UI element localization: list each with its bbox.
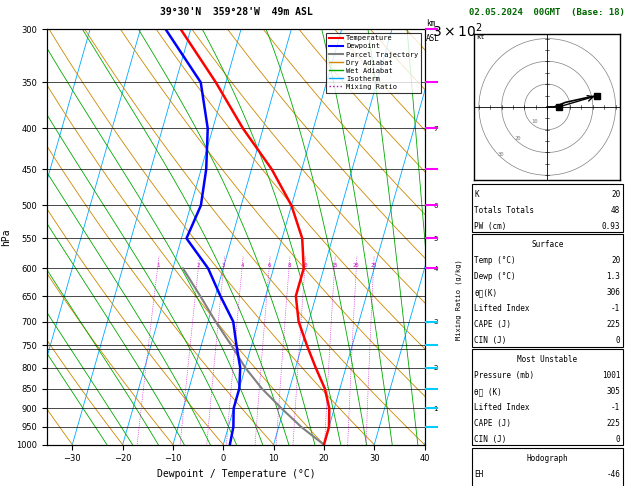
Text: 305: 305 bbox=[606, 387, 620, 396]
Text: Hodograph: Hodograph bbox=[526, 453, 568, 463]
Text: 225: 225 bbox=[606, 320, 620, 330]
Text: km: km bbox=[426, 19, 435, 29]
Text: Lifted Index: Lifted Index bbox=[474, 403, 530, 412]
Text: Temp (°C): Temp (°C) bbox=[474, 256, 516, 265]
Text: 306: 306 bbox=[606, 288, 620, 297]
Text: 20: 20 bbox=[515, 136, 521, 141]
Text: 39°30'N  359°28'W  49m ASL: 39°30'N 359°28'W 49m ASL bbox=[160, 7, 312, 17]
Text: Surface: Surface bbox=[531, 240, 564, 249]
Text: Pressure (mb): Pressure (mb) bbox=[474, 371, 535, 380]
Text: PW (cm): PW (cm) bbox=[474, 222, 506, 231]
Text: CAPE (J): CAPE (J) bbox=[474, 419, 511, 428]
Text: 4: 4 bbox=[240, 263, 243, 268]
Text: 0: 0 bbox=[616, 435, 620, 444]
Text: 8: 8 bbox=[287, 263, 291, 268]
Text: 20: 20 bbox=[353, 263, 360, 268]
Text: © weatheronline.co.uk: © weatheronline.co.uk bbox=[503, 475, 592, 481]
Text: 225: 225 bbox=[606, 419, 620, 428]
Text: K: K bbox=[474, 190, 479, 199]
Text: 3: 3 bbox=[222, 263, 225, 268]
Text: Dewp (°C): Dewp (°C) bbox=[474, 272, 516, 281]
Text: 10: 10 bbox=[301, 263, 308, 268]
Text: 02.05.2024  00GMT  (Base: 18): 02.05.2024 00GMT (Base: 18) bbox=[469, 8, 625, 17]
Text: 0.93: 0.93 bbox=[602, 222, 620, 231]
Text: 20: 20 bbox=[611, 190, 620, 199]
Text: Totals Totals: Totals Totals bbox=[474, 206, 535, 215]
Text: -1: -1 bbox=[611, 304, 620, 313]
Text: 15: 15 bbox=[331, 263, 338, 268]
Legend: Temperature, Dewpoint, Parcel Trajectory, Dry Adiabat, Wet Adiabat, Isotherm, Mi: Temperature, Dewpoint, Parcel Trajectory… bbox=[326, 33, 421, 93]
Text: 2: 2 bbox=[197, 263, 200, 268]
Text: CIN (J): CIN (J) bbox=[474, 336, 506, 346]
Text: 48: 48 bbox=[611, 206, 620, 215]
Text: 1: 1 bbox=[156, 263, 159, 268]
Text: θᴄ(K): θᴄ(K) bbox=[474, 288, 498, 297]
Text: 25: 25 bbox=[370, 263, 377, 268]
Text: 20: 20 bbox=[611, 256, 620, 265]
Y-axis label: hPa: hPa bbox=[1, 228, 11, 246]
Text: -46: -46 bbox=[606, 469, 620, 479]
Text: 30: 30 bbox=[498, 152, 504, 157]
Text: θᴄ (K): θᴄ (K) bbox=[474, 387, 502, 396]
Text: Lifted Index: Lifted Index bbox=[474, 304, 530, 313]
Text: kt: kt bbox=[477, 34, 485, 39]
Text: -1: -1 bbox=[611, 403, 620, 412]
Text: Most Unstable: Most Unstable bbox=[517, 355, 577, 364]
Text: 0: 0 bbox=[616, 336, 620, 346]
Text: CAPE (J): CAPE (J) bbox=[474, 320, 511, 330]
Text: ASL: ASL bbox=[426, 34, 440, 43]
Text: CIN (J): CIN (J) bbox=[474, 435, 506, 444]
Text: 10: 10 bbox=[531, 120, 537, 124]
Text: Mixing Ratio (g/kg): Mixing Ratio (g/kg) bbox=[456, 259, 462, 340]
Text: EH: EH bbox=[474, 469, 484, 479]
Text: 1.3: 1.3 bbox=[606, 272, 620, 281]
Text: 6: 6 bbox=[267, 263, 270, 268]
Text: 1001: 1001 bbox=[602, 371, 620, 380]
X-axis label: Dewpoint / Temperature (°C): Dewpoint / Temperature (°C) bbox=[157, 469, 315, 479]
